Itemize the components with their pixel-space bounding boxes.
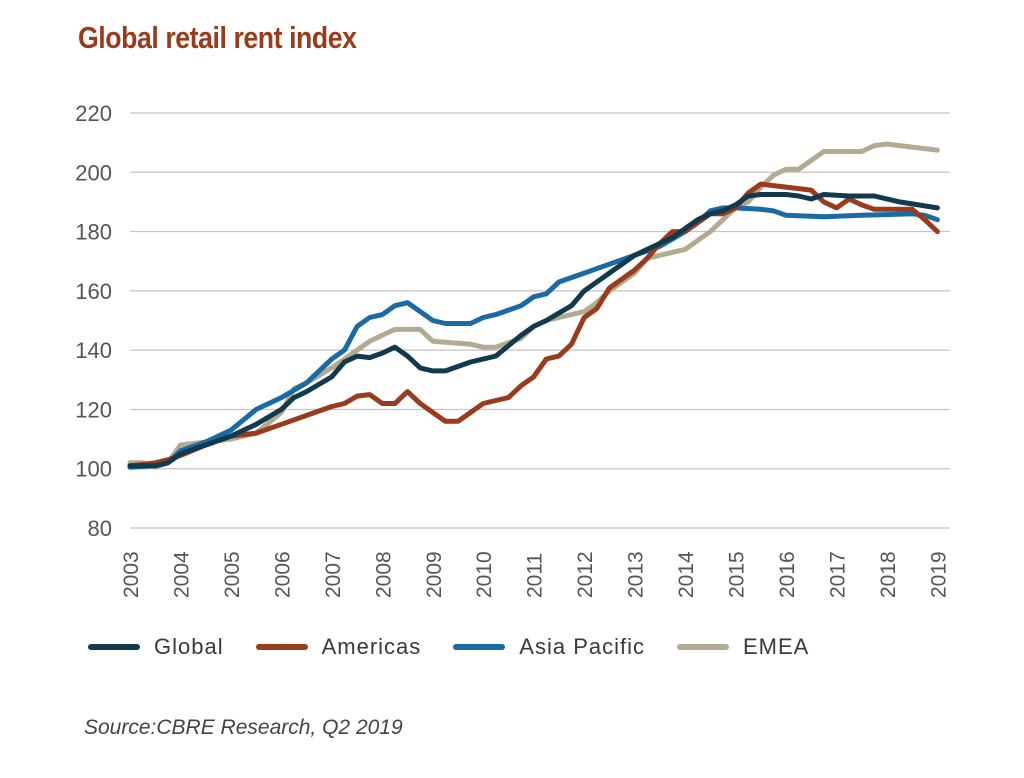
series-line-asia-pacific	[127, 205, 940, 470]
y-tick-label: 200	[75, 160, 112, 185]
x-tick-label: 2012	[574, 551, 597, 598]
y-tick-label: 140	[75, 338, 112, 363]
y-tick-label: 160	[75, 279, 112, 304]
legend-swatch-global	[88, 644, 140, 650]
y-tick-label: 100	[75, 457, 112, 482]
y-tick-label: 80	[88, 516, 112, 541]
x-tick-label: 2003	[120, 551, 143, 598]
x-tick-label: 2016	[776, 551, 799, 598]
x-tick-label: 2010	[473, 551, 496, 598]
legend-item-emea: EMEA	[677, 634, 809, 660]
x-tick-label: 2015	[726, 551, 749, 598]
legend-item-global: Global	[88, 634, 224, 660]
y-tick-label: 220	[75, 101, 112, 126]
legend-item-asia-pacific: Asia Pacific	[453, 634, 645, 660]
line-chart: 80 100 120 140 160 180 200 220 2003 2004 2005 2006 2…	[75, 101, 950, 598]
y-tick-label: 180	[75, 220, 112, 245]
x-tick-label: 2011	[524, 553, 547, 598]
legend-swatch-americas	[255, 644, 308, 650]
x-tick-label: 2018	[877, 551, 900, 598]
x-tick-label: 2009	[423, 551, 446, 598]
y-tick-label: 120	[75, 397, 112, 422]
legend: Global Americas Asia Pacific EMEA	[88, 632, 841, 662]
x-tick-label: 2007	[322, 551, 345, 598]
chart-title: Global retail rent index	[78, 20, 357, 55]
series-line-americas	[127, 181, 940, 469]
x-tick-label: 2004	[170, 551, 193, 598]
x-tick-label: 2006	[271, 551, 294, 598]
legend-swatch-emea	[677, 644, 729, 650]
legend-label-emea: EMEA	[743, 634, 810, 659]
source-note: Source:CBRE Research, Q2 2019	[84, 716, 403, 739]
legend-label-americas: Americas	[321, 634, 422, 659]
legend-label-global: Global	[154, 634, 224, 659]
series-line-global	[127, 192, 940, 469]
x-tick-label: 2017	[826, 551, 849, 598]
legend-item-americas: Americas	[255, 634, 422, 660]
x-tick-label: 2005	[221, 551, 244, 598]
x-tick-label: 2008	[372, 551, 395, 598]
x-tick-label: 2019	[927, 551, 950, 598]
legend-label-asia-pacific: Asia Pacific	[519, 634, 645, 659]
x-tick-label: 2013	[625, 551, 648, 598]
x-tick-label: 2014	[675, 551, 698, 598]
legend-swatch-asia-pacific	[453, 644, 506, 650]
